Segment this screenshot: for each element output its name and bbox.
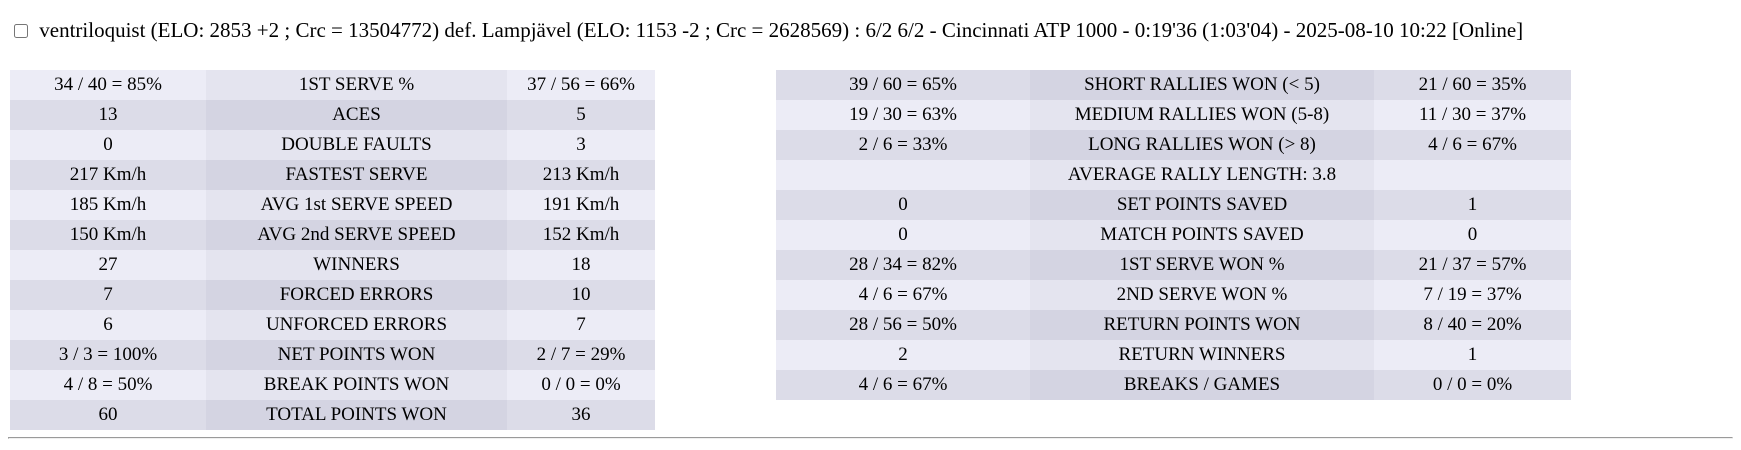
stat-label: SET POINTS SAVED bbox=[1030, 190, 1374, 220]
stat-label: BREAK POINTS WON bbox=[206, 370, 507, 400]
stat-value-loser: 21 / 37 = 57% bbox=[1374, 250, 1571, 280]
stats-row: 4 / 8 = 50% BREAK POINTS WON 0 / 0 = 0% bbox=[10, 370, 655, 400]
stat-value-winner: 4 / 8 = 50% bbox=[10, 370, 206, 400]
stats-row: 150 Km/h AVG 2nd SERVE SPEED 152 Km/h bbox=[10, 220, 655, 250]
stat-label: RETURN WINNERS bbox=[1030, 340, 1374, 370]
stat-label: LONG RALLIES WON (> 8) bbox=[1030, 130, 1374, 160]
stat-label: UNFORCED ERRORS bbox=[206, 310, 507, 340]
stat-label: 1ST SERVE % bbox=[206, 70, 507, 100]
stat-label: WINNERS bbox=[206, 250, 507, 280]
stats-row: 0 SET POINTS SAVED 1 bbox=[776, 190, 1571, 220]
stat-value-loser: 11 / 30 = 37% bbox=[1374, 100, 1571, 130]
stat-value-winner: 19 / 30 = 63% bbox=[776, 100, 1030, 130]
stat-label: ACES bbox=[206, 100, 507, 130]
stat-value-loser: 36 bbox=[507, 400, 655, 430]
stats-row: 28 / 34 = 82% 1ST SERVE WON % 21 / 37 = 57… bbox=[776, 250, 1571, 280]
stat-label: MATCH POINTS SAVED bbox=[1030, 220, 1374, 250]
stat-value-loser: 2 / 7 = 29% bbox=[507, 340, 655, 370]
stat-value-loser: 4 / 6 = 67% bbox=[1374, 130, 1571, 160]
stat-value-loser: 18 bbox=[507, 250, 655, 280]
stats-row: 7 FORCED ERRORS 10 bbox=[10, 280, 655, 310]
stat-value-loser: 191 Km/h bbox=[507, 190, 655, 220]
stat-value-winner: 6 bbox=[10, 310, 206, 340]
stat-value-loser: 3 bbox=[507, 130, 655, 160]
stat-value-loser: 21 / 60 = 35% bbox=[1374, 70, 1571, 100]
stats-row: 34 / 40 = 85% 1ST SERVE % 37 / 56 = 66% bbox=[10, 70, 655, 100]
stats-row: 60 TOTAL POINTS WON 36 bbox=[10, 400, 655, 430]
stat-value-winner: 2 / 6 = 33% bbox=[776, 130, 1030, 160]
stat-value-winner: 7 bbox=[10, 280, 206, 310]
stat-value-winner: 60 bbox=[10, 400, 206, 430]
match-result-text: ventriloquist (ELO: 2853 +2 ; Crc = 1350… bbox=[39, 18, 1524, 42]
rally-stats-table: 39 / 60 = 65% SHORT RALLIES WON (< 5) 21 /… bbox=[776, 70, 1571, 400]
stat-value-loser: 152 Km/h bbox=[507, 220, 655, 250]
match-result-header: ventriloquist (ELO: 2853 +2 ; Crc = 1350… bbox=[12, 18, 1523, 42]
stat-value-winner: 13 bbox=[10, 100, 206, 130]
stat-value-loser: 37 / 56 = 66% bbox=[507, 70, 655, 100]
stat-value-loser bbox=[1374, 160, 1571, 190]
stat-value-winner: 150 Km/h bbox=[10, 220, 206, 250]
stat-label: 1ST SERVE WON % bbox=[1030, 250, 1374, 280]
stat-label: AVG 1st SERVE SPEED bbox=[206, 190, 507, 220]
stat-value-winner: 27 bbox=[10, 250, 206, 280]
stats-row: 4 / 6 = 67% BREAKS / GAMES 0 / 0 = 0% bbox=[776, 370, 1571, 400]
stat-value-winner: 0 bbox=[776, 220, 1030, 250]
stat-label: DOUBLE FAULTS bbox=[206, 130, 507, 160]
stat-value-loser: 1 bbox=[1374, 190, 1571, 220]
stat-value-winner: 34 / 40 = 85% bbox=[10, 70, 206, 100]
stats-row: 27 WINNERS 18 bbox=[10, 250, 655, 280]
serve-stats-table: 34 / 40 = 85% 1ST SERVE % 37 / 56 = 66% 13 A… bbox=[10, 70, 655, 430]
section-divider bbox=[8, 437, 1733, 439]
stat-value-winner: 28 / 56 = 50% bbox=[776, 310, 1030, 340]
stat-label: NET POINTS WON bbox=[206, 340, 507, 370]
stat-label: FASTEST SERVE bbox=[206, 160, 507, 190]
stats-row: 217 Km/h FASTEST SERVE 213 Km/h bbox=[10, 160, 655, 190]
match-select-checkbox[interactable] bbox=[14, 24, 28, 38]
stat-value-loser: 1 bbox=[1374, 340, 1571, 370]
stat-value-winner: 3 / 3 = 100% bbox=[10, 340, 206, 370]
stat-value-winner: 4 / 6 = 67% bbox=[776, 280, 1030, 310]
stat-label: 2ND SERVE WON % bbox=[1030, 280, 1374, 310]
stat-value-winner: 4 / 6 = 67% bbox=[776, 370, 1030, 400]
stat-value-loser: 213 Km/h bbox=[507, 160, 655, 190]
stat-value-winner: 185 Km/h bbox=[10, 190, 206, 220]
stat-value-loser: 0 / 0 = 0% bbox=[1374, 370, 1571, 400]
stat-value-loser: 0 bbox=[1374, 220, 1571, 250]
stat-label: RETURN POINTS WON bbox=[1030, 310, 1374, 340]
stat-label: TOTAL POINTS WON bbox=[206, 400, 507, 430]
stats-row: 6 UNFORCED ERRORS 7 bbox=[10, 310, 655, 340]
stats-row: AVERAGE RALLY LENGTH: 3.8 bbox=[776, 160, 1571, 190]
stat-value-loser: 10 bbox=[507, 280, 655, 310]
stat-value-winner bbox=[776, 160, 1030, 190]
stat-value-loser: 8 / 40 = 20% bbox=[1374, 310, 1571, 340]
stats-row: 19 / 30 = 63% MEDIUM RALLIES WON (5-8) 11 … bbox=[776, 100, 1571, 130]
stat-label: AVERAGE RALLY LENGTH: 3.8 bbox=[1030, 160, 1374, 190]
stat-value-winner: 39 / 60 = 65% bbox=[776, 70, 1030, 100]
stat-value-loser: 7 bbox=[507, 310, 655, 340]
stat-value-winner: 2 bbox=[776, 340, 1030, 370]
stats-row: 0 DOUBLE FAULTS 3 bbox=[10, 130, 655, 160]
stats-row: 3 / 3 = 100% NET POINTS WON 2 / 7 = 29% bbox=[10, 340, 655, 370]
stats-row: 39 / 60 = 65% SHORT RALLIES WON (< 5) 21 /… bbox=[776, 70, 1571, 100]
stat-value-winner: 28 / 34 = 82% bbox=[776, 250, 1030, 280]
stat-value-loser: 0 / 0 = 0% bbox=[507, 370, 655, 400]
stat-value-winner: 0 bbox=[10, 130, 206, 160]
stats-row: 2 / 6 = 33% LONG RALLIES WON (> 8) 4 / 6 =… bbox=[776, 130, 1571, 160]
stats-row: 2 RETURN WINNERS 1 bbox=[776, 340, 1571, 370]
stats-row: 0 MATCH POINTS SAVED 0 bbox=[776, 220, 1571, 250]
stats-row: 185 Km/h AVG 1st SERVE SPEED 191 Km/h bbox=[10, 190, 655, 220]
stat-label: AVG 2nd SERVE SPEED bbox=[206, 220, 507, 250]
stat-label: BREAKS / GAMES bbox=[1030, 370, 1374, 400]
stat-label: FORCED ERRORS bbox=[206, 280, 507, 310]
stats-row: 4 / 6 = 67% 2ND SERVE WON % 7 / 19 = 37% bbox=[776, 280, 1571, 310]
stat-label: SHORT RALLIES WON (< 5) bbox=[1030, 70, 1374, 100]
stat-value-winner: 217 Km/h bbox=[10, 160, 206, 190]
stat-value-winner: 0 bbox=[776, 190, 1030, 220]
stats-row: 13 ACES 5 bbox=[10, 100, 655, 130]
stat-value-loser: 5 bbox=[507, 100, 655, 130]
stat-label: MEDIUM RALLIES WON (5-8) bbox=[1030, 100, 1374, 130]
stats-row: 28 / 56 = 50% RETURN POINTS WON 8 / 40 = 2… bbox=[776, 310, 1571, 340]
stat-value-loser: 7 / 19 = 37% bbox=[1374, 280, 1571, 310]
